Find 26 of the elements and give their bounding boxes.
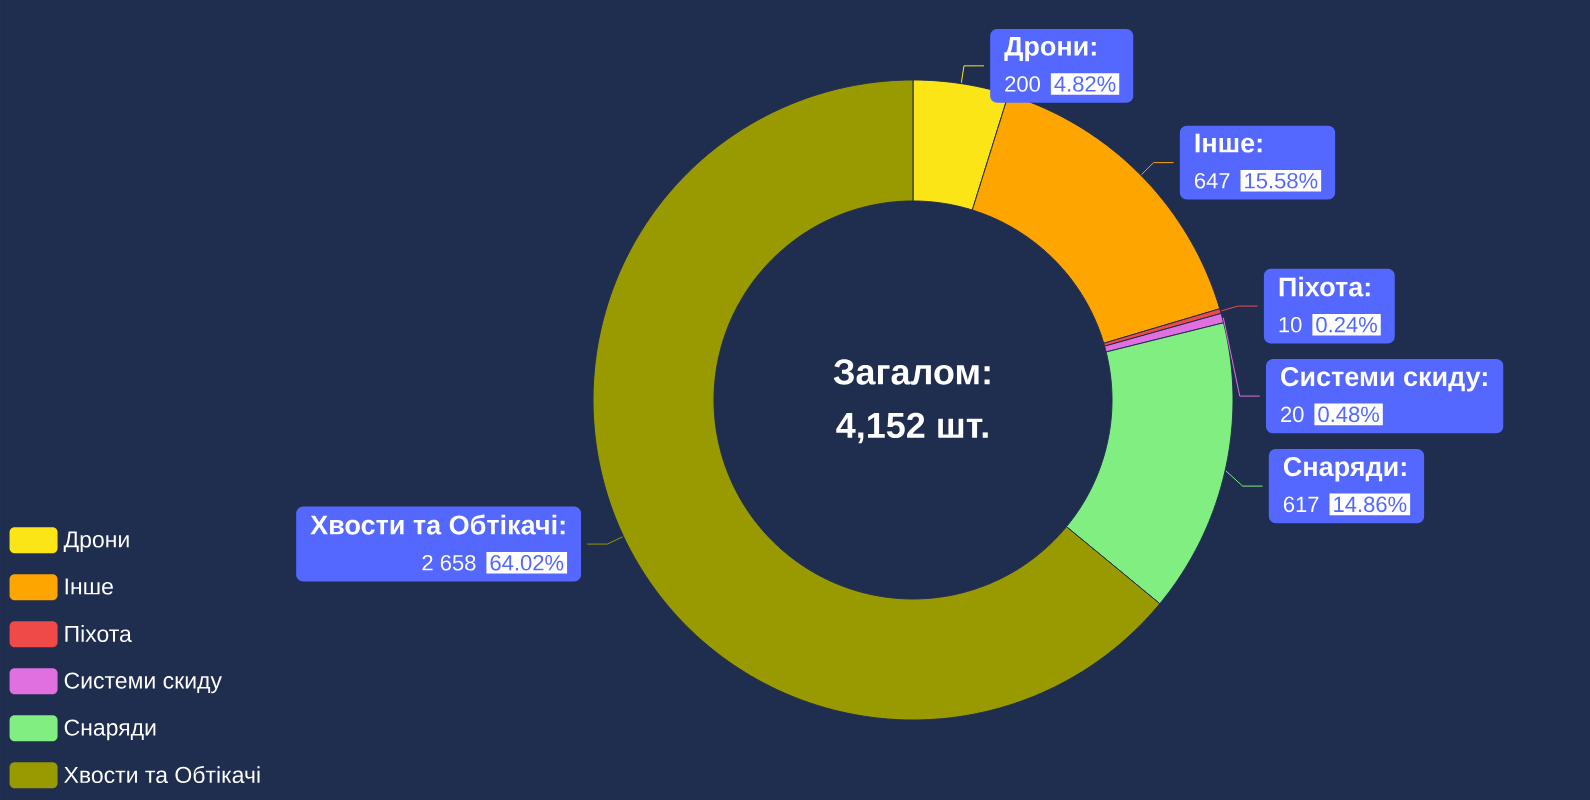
data-label: 10 <box>1279 316 1302 333</box>
text: 0.24% <box>1316 316 1377 333</box>
data-label: 20 <box>1281 406 1304 423</box>
text: Піхота: <box>1279 276 1370 297</box>
text: Снаряди: <box>1283 457 1406 482</box>
data-label: 647 <box>1194 172 1230 189</box>
text: 4.82% <box>1054 76 1116 92</box>
legend-label: Інше <box>65 578 113 595</box>
data-label: 617 <box>1283 496 1319 513</box>
text: 0.48% <box>1318 406 1380 423</box>
legend-label: Снаряди <box>64 719 156 741</box>
text: 14.86% <box>1334 496 1407 513</box>
legend-label: Піхота <box>65 625 132 642</box>
text: 15.58% <box>1245 172 1318 189</box>
legend-label: Дрони <box>63 531 129 553</box>
text: 64.02% <box>490 554 564 571</box>
text: 4,152 шт. <box>836 412 988 444</box>
legend-label: Хвости та Обтікачі <box>64 766 260 784</box>
text: Загалом: <box>833 359 990 385</box>
data-label: 200 <box>1005 76 1040 92</box>
data-label: 2 658 <box>422 554 476 571</box>
text: Хвости та Обтікачі: <box>310 514 565 535</box>
text: Системи скиду: <box>1281 367 1487 392</box>
text: Дрони: <box>1004 36 1096 62</box>
text: Інше: <box>1195 133 1262 153</box>
legend-label: Системи скиду <box>64 672 222 694</box>
